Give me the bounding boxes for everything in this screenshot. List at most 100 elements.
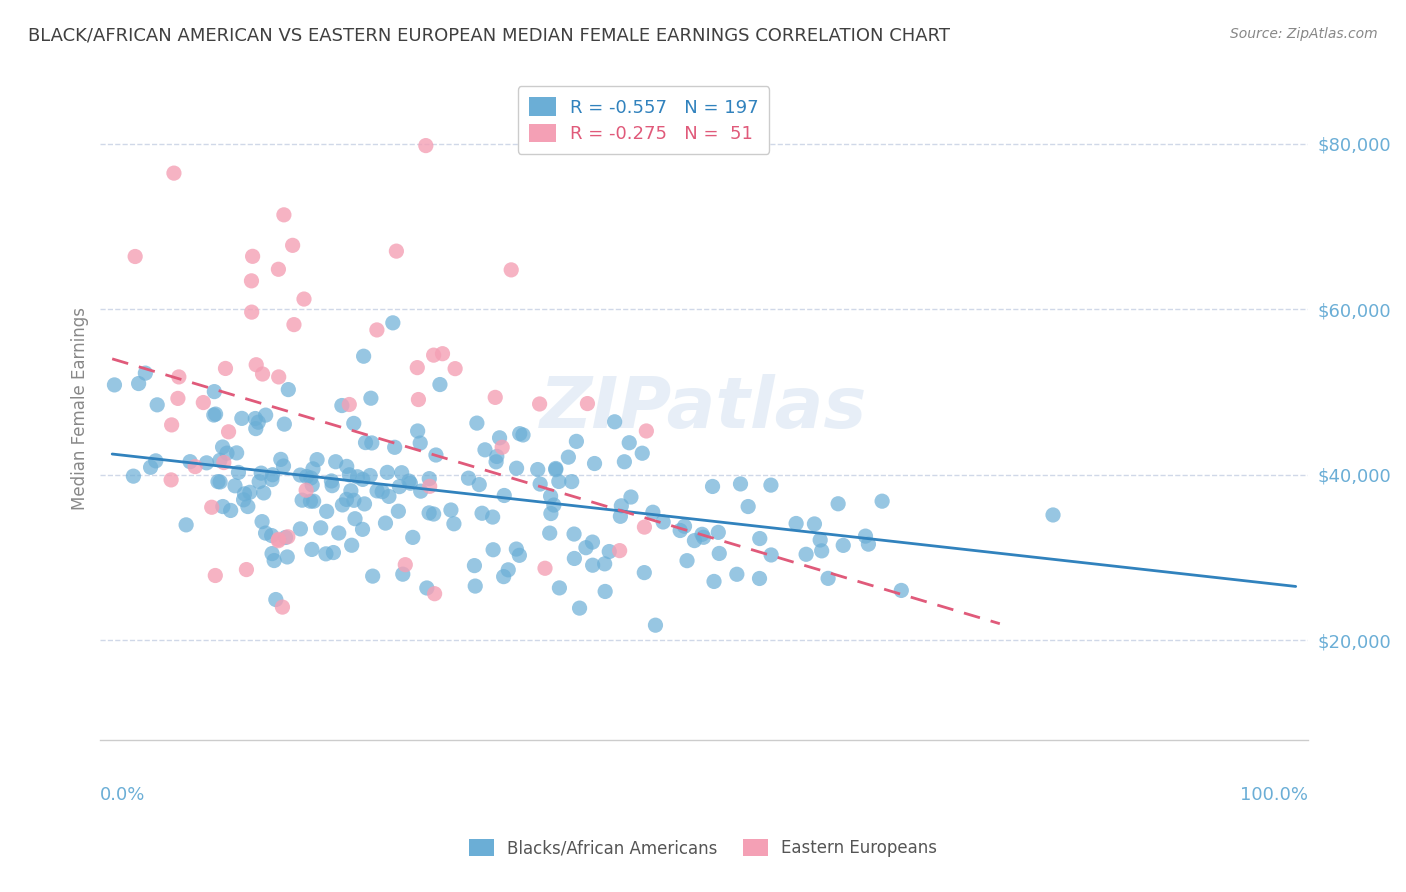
- Point: [423, 587, 446, 601]
- Point: [375, 466, 398, 480]
- Point: [534, 561, 557, 575]
- Point: [391, 567, 413, 582]
- Point: [378, 490, 401, 504]
- Point: [381, 316, 404, 330]
- Point: [512, 428, 534, 442]
- Point: [544, 461, 567, 475]
- Point: [676, 554, 699, 568]
- Point: [540, 507, 562, 521]
- Point: [544, 462, 567, 476]
- Point: [290, 468, 312, 483]
- Point: [240, 274, 263, 288]
- Point: [232, 492, 254, 507]
- Point: [610, 499, 633, 513]
- Point: [209, 475, 232, 489]
- Point: [613, 455, 636, 469]
- Point: [202, 384, 225, 399]
- Point: [292, 292, 315, 306]
- Point: [817, 571, 839, 585]
- Point: [343, 493, 366, 508]
- Point: [361, 569, 384, 583]
- Point: [465, 416, 488, 430]
- Point: [263, 553, 285, 567]
- Point: [160, 417, 183, 432]
- Point: [301, 542, 323, 557]
- Point: [730, 477, 752, 491]
- Point: [134, 366, 156, 380]
- Point: [260, 547, 283, 561]
- Point: [174, 517, 197, 532]
- Point: [748, 572, 770, 586]
- Point: [471, 506, 494, 520]
- Point: [252, 367, 274, 381]
- Point: [260, 528, 283, 542]
- Point: [340, 538, 363, 552]
- Point: [432, 347, 454, 361]
- Point: [474, 442, 496, 457]
- Point: [564, 551, 586, 566]
- Point: [204, 568, 226, 582]
- Point: [418, 472, 440, 486]
- Point: [803, 516, 825, 531]
- Point: [481, 510, 503, 524]
- Point: [583, 457, 606, 471]
- Point: [505, 542, 527, 557]
- Point: [464, 579, 486, 593]
- Point: [245, 411, 267, 425]
- Legend: R = -0.557   N = 197, R = -0.275   N =  51: R = -0.557 N = 197, R = -0.275 N = 51: [517, 87, 769, 154]
- Point: [557, 450, 579, 465]
- Point: [240, 305, 263, 319]
- Point: [290, 522, 312, 536]
- Point: [352, 472, 374, 486]
- Point: [748, 532, 770, 546]
- Point: [202, 408, 225, 422]
- Point: [208, 453, 231, 467]
- Point: [254, 526, 277, 541]
- Point: [273, 458, 295, 473]
- Point: [337, 467, 360, 482]
- Point: [245, 358, 267, 372]
- Point: [575, 541, 598, 555]
- Point: [335, 492, 357, 507]
- Point: [593, 584, 616, 599]
- Point: [394, 558, 416, 572]
- Point: [302, 462, 325, 476]
- Point: [468, 477, 491, 491]
- Point: [406, 424, 429, 438]
- Point: [233, 487, 256, 501]
- Point: [526, 462, 548, 476]
- Point: [267, 262, 290, 277]
- Point: [352, 522, 374, 536]
- Point: [827, 497, 849, 511]
- Point: [332, 498, 354, 512]
- Point: [337, 397, 360, 411]
- Point: [890, 583, 912, 598]
- Point: [228, 466, 250, 480]
- Point: [832, 538, 855, 552]
- Point: [581, 535, 603, 549]
- Point: [195, 456, 218, 470]
- Point: [485, 450, 508, 464]
- Point: [273, 417, 295, 431]
- Point: [538, 526, 561, 541]
- Point: [212, 456, 235, 470]
- Point: [488, 431, 510, 445]
- Point: [336, 459, 359, 474]
- Point: [274, 531, 297, 545]
- Point: [328, 526, 350, 541]
- Point: [139, 460, 162, 475]
- Point: [307, 452, 329, 467]
- Point: [353, 497, 375, 511]
- Text: BLACK/AFRICAN AMERICAN VS EASTERN EUROPEAN MEDIAN FEMALE EARNINGS CORRELATION CH: BLACK/AFRICAN AMERICAN VS EASTERN EUROPE…: [28, 27, 950, 45]
- Point: [295, 469, 318, 483]
- Point: [496, 563, 519, 577]
- Point: [562, 527, 585, 541]
- Point: [858, 537, 880, 551]
- Point: [267, 533, 290, 547]
- Point: [360, 391, 382, 405]
- Point: [422, 507, 444, 521]
- Point: [620, 490, 643, 504]
- Point: [325, 455, 347, 469]
- Point: [354, 435, 377, 450]
- Point: [540, 489, 562, 503]
